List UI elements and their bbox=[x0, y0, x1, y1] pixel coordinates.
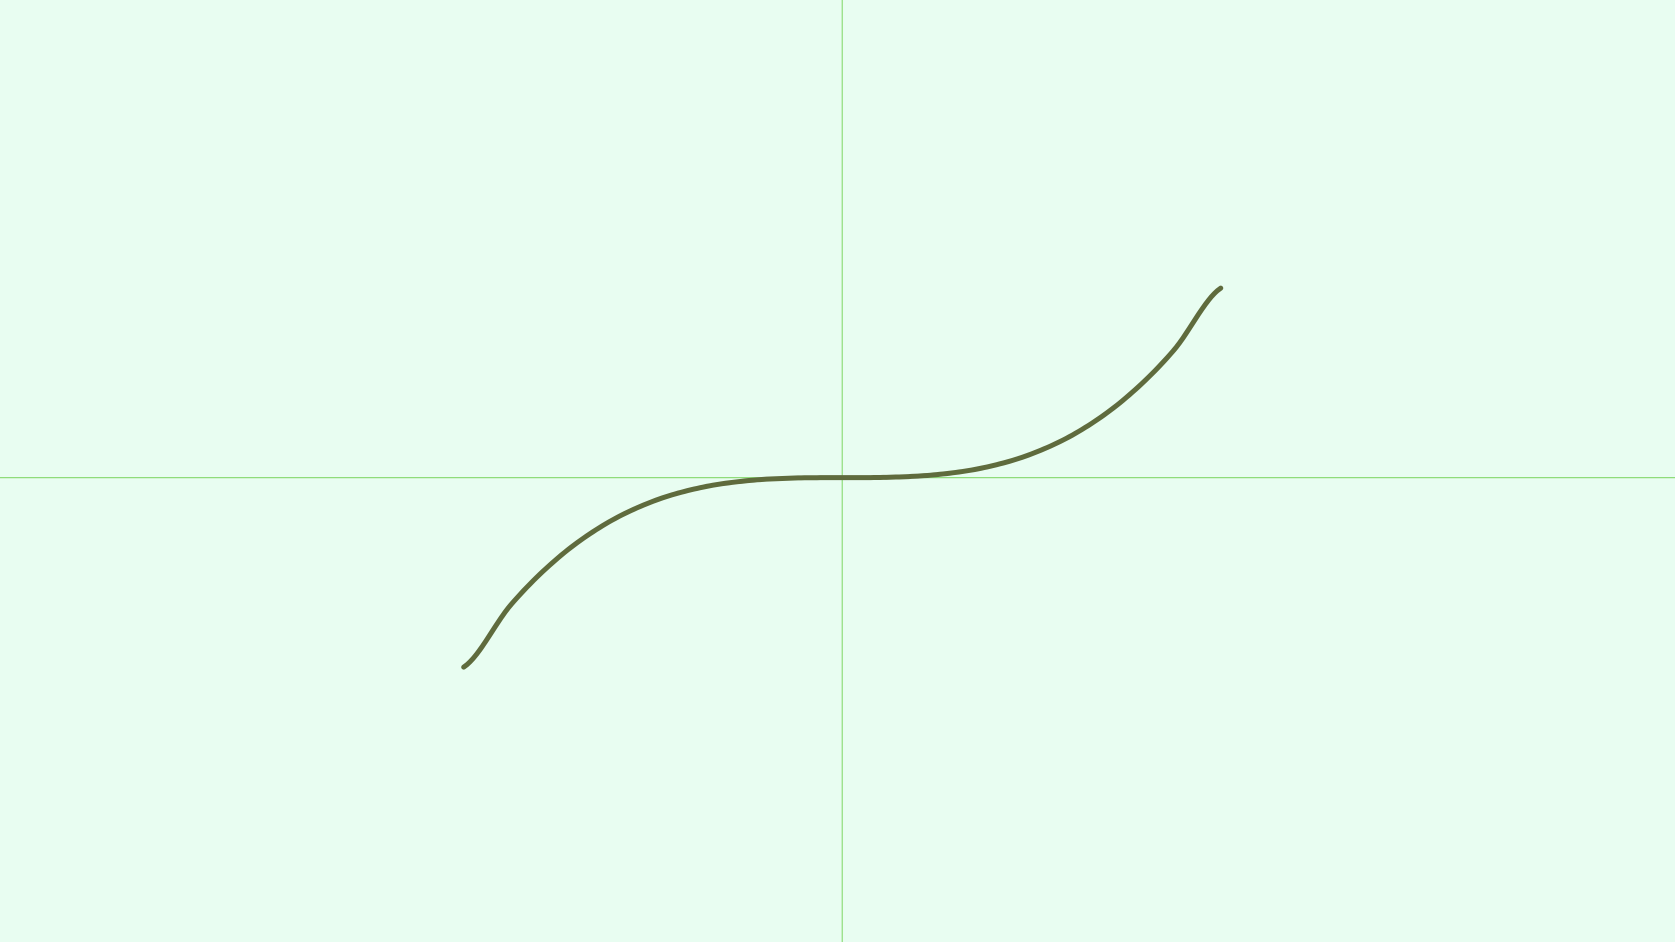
series-curve-0 bbox=[461, 285, 1224, 670]
series-layer bbox=[461, 285, 1224, 670]
